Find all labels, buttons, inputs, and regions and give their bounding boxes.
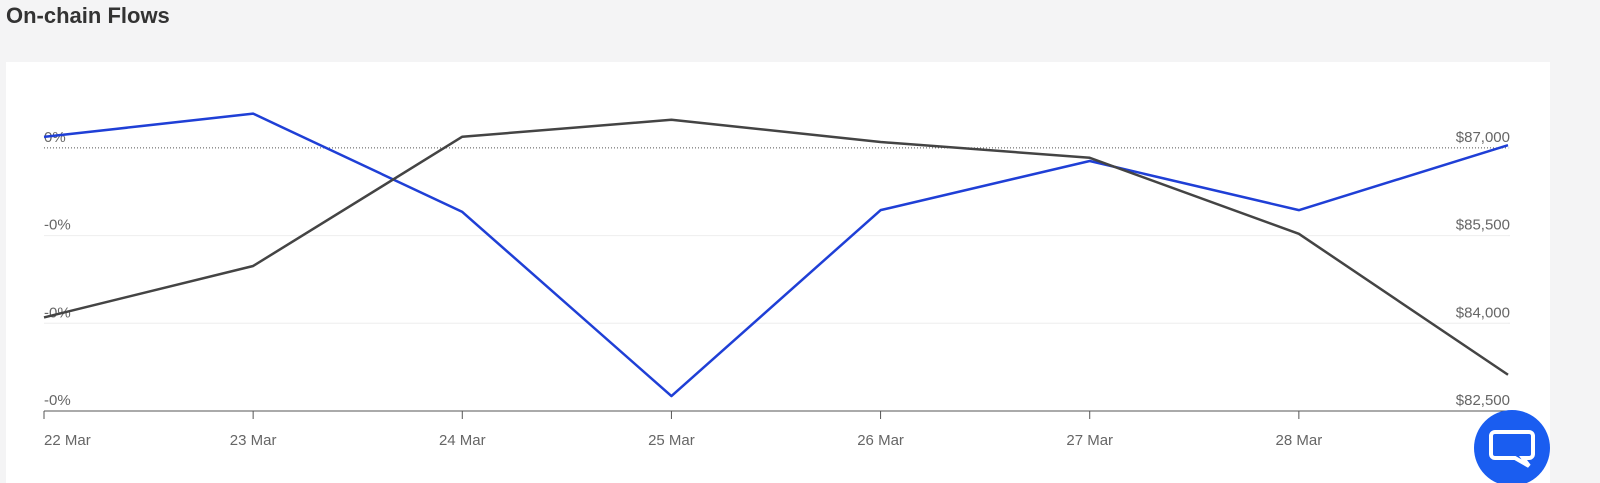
chart-title: On-chain Flows xyxy=(6,3,170,28)
chat-circle[interactable] xyxy=(1474,410,1550,483)
x-tick-label: 25 Mar xyxy=(648,432,695,449)
series-line xyxy=(43,112,1509,398)
x-tick-label: 23 Mar xyxy=(230,432,277,449)
y2-tick-label: $84,000 xyxy=(1456,304,1510,321)
y-tick-label: -0% xyxy=(44,217,71,234)
x-tick-label: 24 Mar xyxy=(439,432,486,449)
y-tick-label: -0% xyxy=(44,392,71,409)
y2-tick-label: $87,000 xyxy=(1456,129,1510,146)
x-tick-label: 28 Mar xyxy=(1276,432,1323,449)
y2-tick-label: $85,500 xyxy=(1456,217,1510,234)
x-tick-label: 27 Mar xyxy=(1066,432,1113,449)
card xyxy=(6,62,1550,483)
chat-icon[interactable] xyxy=(1489,430,1535,468)
plot: 0%-0%-0%-0%$87,000$85,500$84,000$82,5002… xyxy=(43,112,1531,449)
x-tick-label: 22 Mar xyxy=(44,432,91,449)
y-tick-label: 0% xyxy=(44,129,66,146)
series-line xyxy=(43,118,1509,376)
chat-button[interactable] xyxy=(1474,410,1550,483)
y2-tick-label: $82,500 xyxy=(1456,392,1510,409)
x-tick-label: 26 Mar xyxy=(857,432,904,449)
